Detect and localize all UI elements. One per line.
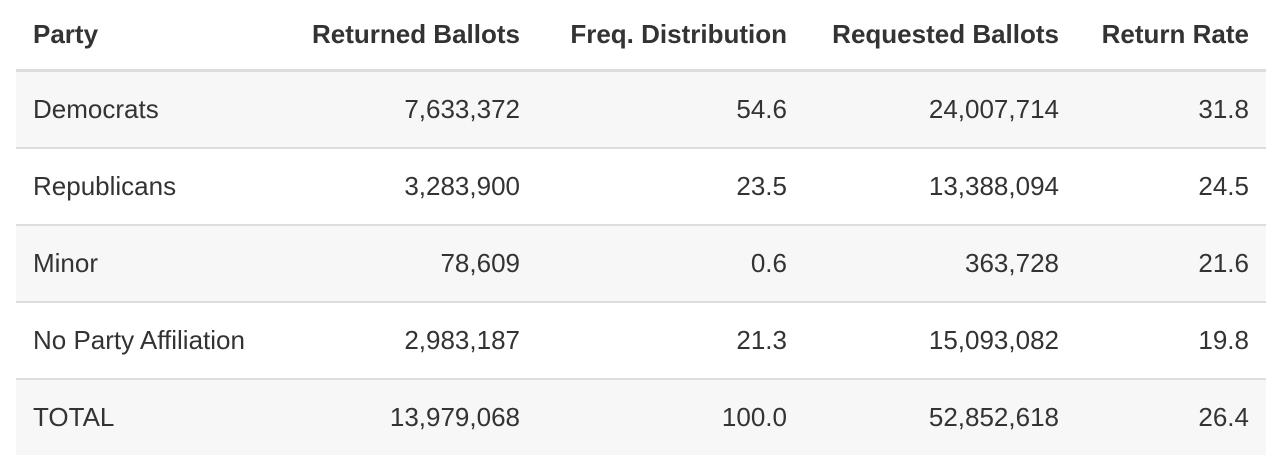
table-row: Republicans 3,283,900 23.5 13,388,094 24… <box>16 148 1266 225</box>
cell-freq-distribution: 54.6 <box>537 71 804 149</box>
ballot-returns-table: Party Returned Ballots Freq. Distributio… <box>16 0 1266 455</box>
cell-freq-distribution: 100.0 <box>537 379 804 455</box>
cell-requested-ballots: 52,852,618 <box>804 379 1076 455</box>
header-row: Party Returned Ballots Freq. Distributio… <box>16 0 1266 71</box>
table-body: Democrats 7,633,372 54.6 24,007,714 31.8… <box>16 71 1266 455</box>
column-header-returned-ballots[interactable]: Returned Ballots <box>282 0 537 71</box>
cell-return-rate: 31.8 <box>1076 71 1266 149</box>
cell-returned-ballots: 7,633,372 <box>282 71 537 149</box>
column-header-party[interactable]: Party <box>16 0 282 71</box>
ballot-table-container: Party Returned Ballots Freq. Distributio… <box>16 0 1266 455</box>
cell-returned-ballots: 3,283,900 <box>282 148 537 225</box>
cell-freq-distribution: 0.6 <box>537 225 804 302</box>
column-header-requested-ballots[interactable]: Requested Ballots <box>804 0 1076 71</box>
cell-requested-ballots: 24,007,714 <box>804 71 1076 149</box>
table-row: Minor 78,609 0.6 363,728 21.6 <box>16 225 1266 302</box>
table-header: Party Returned Ballots Freq. Distributio… <box>16 0 1266 71</box>
table-row: Democrats 7,633,372 54.6 24,007,714 31.8 <box>16 71 1266 149</box>
cell-requested-ballots: 363,728 <box>804 225 1076 302</box>
table-row: No Party Affiliation 2,983,187 21.3 15,0… <box>16 302 1266 379</box>
cell-return-rate: 21.6 <box>1076 225 1266 302</box>
cell-returned-ballots: 78,609 <box>282 225 537 302</box>
cell-requested-ballots: 13,388,094 <box>804 148 1076 225</box>
total-row: TOTAL 13,979,068 100.0 52,852,618 26.4 <box>16 379 1266 455</box>
cell-party: TOTAL <box>16 379 282 455</box>
column-header-freq-distribution[interactable]: Freq. Distribution <box>537 0 804 71</box>
cell-returned-ballots: 13,979,068 <box>282 379 537 455</box>
cell-return-rate: 24.5 <box>1076 148 1266 225</box>
cell-return-rate: 26.4 <box>1076 379 1266 455</box>
cell-freq-distribution: 21.3 <box>537 302 804 379</box>
cell-party: Democrats <box>16 71 282 149</box>
cell-return-rate: 19.8 <box>1076 302 1266 379</box>
cell-freq-distribution: 23.5 <box>537 148 804 225</box>
cell-party: No Party Affiliation <box>16 302 282 379</box>
cell-party: Republicans <box>16 148 282 225</box>
cell-requested-ballots: 15,093,082 <box>804 302 1076 379</box>
cell-returned-ballots: 2,983,187 <box>282 302 537 379</box>
cell-party: Minor <box>16 225 282 302</box>
column-header-return-rate[interactable]: Return Rate <box>1076 0 1266 71</box>
